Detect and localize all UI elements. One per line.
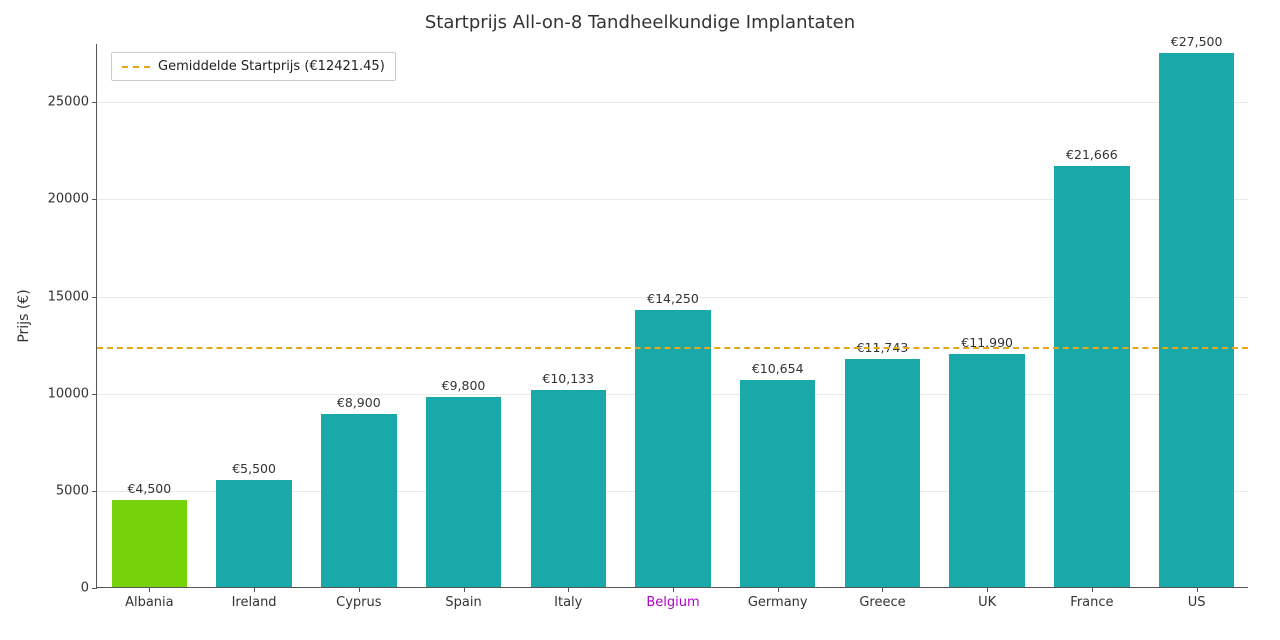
x-tick-label-italy: Italy (554, 587, 582, 610)
y-tick-label: 10000 (48, 386, 97, 401)
plot-area: Gemiddelde Startprijs (€12421.45) 050001… (96, 44, 1248, 588)
bar-greece: €11,743 (845, 359, 920, 587)
y-axis-label: Prijs (€) (16, 289, 32, 342)
legend-label: Gemiddelde Startprijs (€12421.45) (158, 59, 385, 74)
x-tick-label-spain: Spain (445, 587, 481, 610)
price-chart: Startprijs All-on-8 Tandheelkundige Impl… (0, 0, 1280, 640)
x-tick-label-us: US (1188, 587, 1206, 610)
bar-albania: €4,500 (112, 500, 187, 587)
x-tick-label-uk: UK (978, 587, 996, 610)
bar-value-label: €4,500 (127, 481, 171, 496)
bar-value-label: €10,133 (542, 371, 594, 386)
gridline (97, 102, 1248, 103)
legend-box: Gemiddelde Startprijs (€12421.45) (111, 52, 396, 81)
y-tick-label: 0 (81, 581, 97, 596)
y-tick-label: 5000 (56, 483, 97, 498)
bar-value-label: €14,250 (647, 291, 699, 306)
x-tick-label-belgium: Belgium (646, 587, 699, 610)
bar-ireland: €5,500 (216, 480, 291, 587)
chart-title: Startprijs All-on-8 Tandheelkundige Impl… (0, 12, 1280, 33)
bar-value-label: €27,500 (1171, 34, 1223, 49)
bar-value-label: €10,654 (752, 361, 804, 376)
bar-italy: €10,133 (531, 390, 606, 587)
x-tick-label-albania: Albania (125, 587, 174, 610)
bar-germany: €10,654 (740, 380, 815, 587)
bar-value-label: €9,800 (442, 378, 486, 393)
bar-value-label: €21,666 (1066, 147, 1118, 162)
bar-uk: €11,990 (949, 354, 1024, 587)
y-tick-label: 25000 (48, 95, 97, 110)
mean-reference-line (97, 347, 1248, 349)
bar-cyprus: €8,900 (321, 414, 396, 587)
legend-swatch (122, 66, 150, 68)
x-tick-label-france: France (1070, 587, 1113, 610)
bar-france: €21,666 (1054, 166, 1129, 587)
y-tick-label: 20000 (48, 192, 97, 207)
bar-value-label: €8,900 (337, 395, 381, 410)
bar-belgium: €14,250 (635, 310, 710, 587)
bar-spain: €9,800 (426, 397, 501, 587)
x-tick-label-ireland: Ireland (232, 587, 277, 610)
x-tick-label-greece: Greece (859, 587, 905, 610)
bar-value-label: €5,500 (232, 461, 276, 476)
bar-us: €27,500 (1159, 53, 1234, 587)
x-tick-label-germany: Germany (748, 587, 808, 610)
y-tick-label: 15000 (48, 289, 97, 304)
x-tick-label-cyprus: Cyprus (336, 587, 381, 610)
